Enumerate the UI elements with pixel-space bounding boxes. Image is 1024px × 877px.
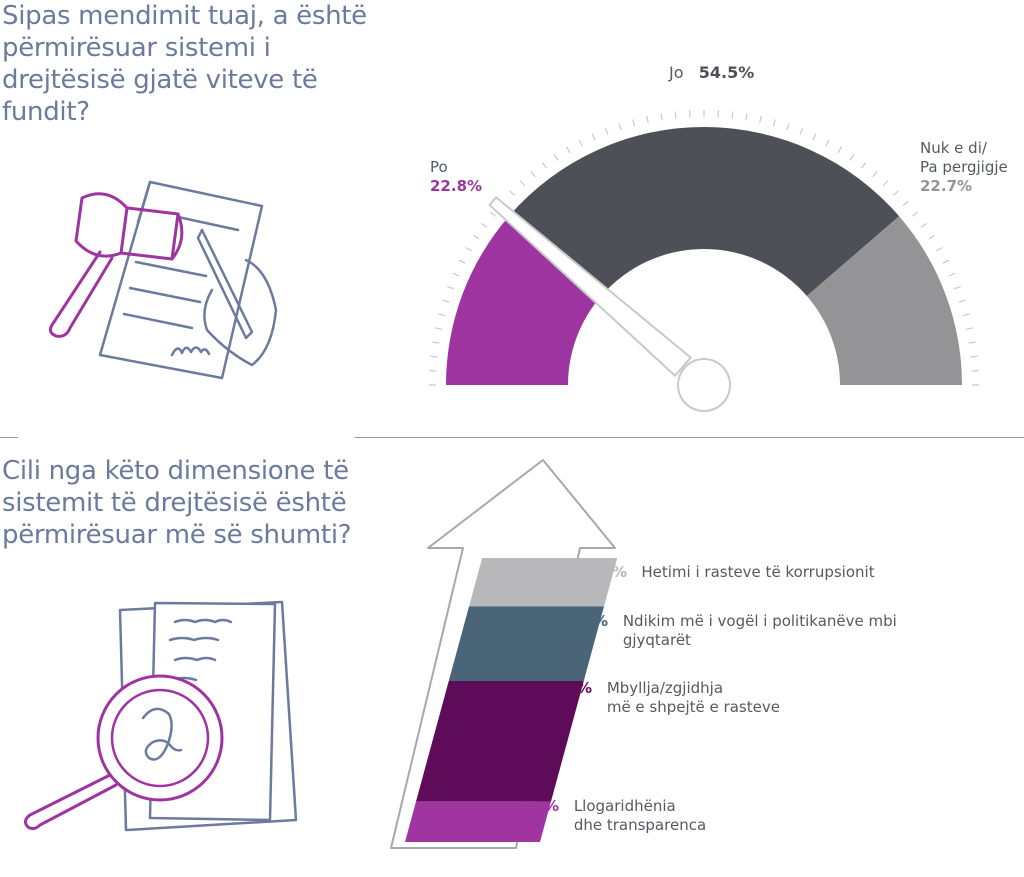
question-2-title: Cili nga këto dimensione të sistemit të … — [2, 456, 352, 550]
gauge-needle-hub — [677, 358, 731, 412]
bar-label-mbyllja: 42.4% Mbyllja/zgjidhja më e shpejtë e ra… — [540, 679, 780, 717]
arrow-segment-hetimi — [469, 558, 618, 607]
gauge-value-jo: 54.5% — [698, 63, 755, 82]
gauge-value-po: 22.8% — [430, 177, 483, 195]
arrow-segment-mbyllja — [416, 680, 584, 802]
section-divider-right — [355, 437, 1024, 438]
gauge-label-nuk-e-di: Nuk e di/ Pa pergjigje 22.7% — [920, 139, 1008, 195]
section-divider-left — [0, 437, 18, 438]
gauge-needle — [488, 195, 731, 412]
gauge-label-jo: Jo 54.5% — [669, 63, 755, 82]
gauge-segment-nuk-e-di — [806, 216, 962, 385]
question-1-title: Sipas mendimit tuaj, a është përmirësuar… — [2, 1, 367, 127]
arrow-segment-ndikim — [448, 606, 605, 681]
gauge-label-po: Po 22.8% — [430, 158, 483, 195]
gavel-document-icon — [49, 180, 278, 380]
gauge-segment-jo — [509, 127, 900, 297]
arrow-segment-llogaridhenia — [405, 801, 552, 842]
gauge-segment-po — [446, 215, 602, 385]
gauge-chart — [429, 110, 979, 412]
gauge-tick-ring — [429, 110, 979, 386]
magnifier-document-icon — [23, 600, 298, 832]
gauge-value-nuk-e-di: 22.7% — [920, 177, 973, 195]
stacked-arrow-chart — [390, 459, 618, 849]
